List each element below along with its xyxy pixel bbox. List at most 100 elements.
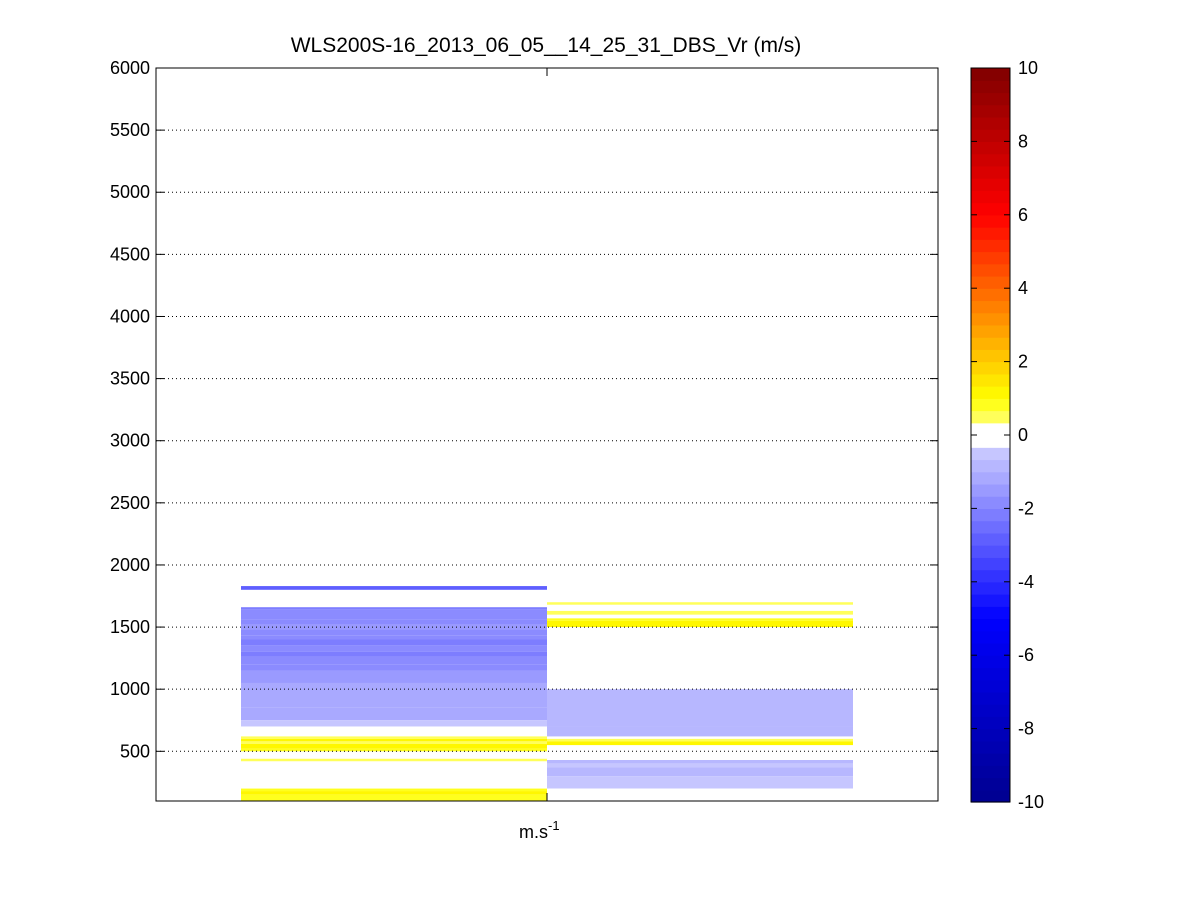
- y-tick-label: 2000: [110, 555, 150, 575]
- colorbar-cell: [971, 263, 1010, 277]
- colorbar-tick-label: -4: [1018, 572, 1034, 592]
- heatmap-band: [547, 610, 853, 615]
- colorbar-cell: [971, 349, 1010, 363]
- heatmap-band: [547, 680, 853, 690]
- heatmap-band: [241, 791, 547, 795]
- y-tick-label: 3000: [110, 431, 150, 451]
- colorbar-cell: [971, 667, 1010, 681]
- colorbar-tick-label: -8: [1018, 719, 1034, 739]
- heatmap-band: [241, 607, 547, 610]
- colorbar-cell: [971, 129, 1010, 142]
- heatmap-band: [241, 788, 547, 792]
- heatmap-band: [547, 602, 853, 605]
- y-tick-label: 500: [120, 741, 150, 761]
- heatmap-band: [241, 741, 547, 744]
- colorbar-cell: [971, 288, 1010, 302]
- heatmap-band: [241, 656, 547, 665]
- colorbar-cell: [971, 496, 1010, 509]
- y-tick-label: 1000: [110, 679, 150, 699]
- colorbar-cells: [971, 68, 1010, 803]
- heatmap-band: [547, 788, 853, 795]
- colorbar-cell: [971, 642, 1010, 656]
- colorbar-cell: [971, 337, 1010, 350]
- heatmap-band: [241, 682, 547, 708]
- colorbar-tick-label: -10: [1018, 792, 1044, 812]
- colorbar-tick-labels: -10 -8 -6 -4 -2 0 2 4 6 8 10: [1018, 58, 1044, 812]
- colorbar-cell: [971, 716, 1010, 730]
- colorbar-cell: [971, 398, 1010, 412]
- y-axis-ticks: [156, 67, 938, 801]
- heatmap-band: [241, 707, 547, 721]
- heatmap-band: [241, 736, 547, 739]
- heatmap-band: [241, 629, 547, 636]
- colorbar-cell: [971, 520, 1010, 534]
- colorbar-cell: [971, 239, 1010, 253]
- colorbar-cell: [971, 655, 1010, 669]
- colorbar-cell: [971, 190, 1010, 204]
- colorbar-cell: [971, 630, 1010, 644]
- heatmap-band: [547, 741, 853, 746]
- heatmap-band: [241, 758, 547, 762]
- heatmap-band: [241, 738, 547, 742]
- colorbar-cell: [971, 753, 1010, 766]
- colorbar-cell: [971, 202, 1010, 216]
- colorbar-cell: [971, 153, 1010, 167]
- plot-area: 500 1000 1500 2000 2500 3000 3500 4000 4500 5000 5…: [110, 58, 939, 802]
- colorbar-cell: [971, 92, 1010, 106]
- colorbar-cell: [971, 447, 1010, 461]
- y-tick-label: 6000: [110, 58, 150, 78]
- colorbar-cell: [971, 214, 1010, 228]
- colorbar-cell: [971, 765, 1010, 779]
- heatmap-band: [241, 645, 547, 652]
- y-tick-label: 1500: [110, 617, 150, 637]
- heatmap-band: [241, 651, 547, 657]
- heatmap-band: [547, 726, 853, 737]
- colorbar-tick-label: 0: [1018, 425, 1028, 445]
- colorbar-cell: [971, 704, 1010, 717]
- colorbar-tick-label: 4: [1018, 278, 1028, 298]
- heatmap-band: [241, 619, 547, 625]
- y-tick-label: 5000: [110, 182, 150, 202]
- colorbar-cell: [971, 373, 1010, 387]
- colorbar-cell: [971, 165, 1010, 179]
- heatmap-band: [547, 753, 853, 758]
- colorbar-cell: [971, 483, 1010, 497]
- heatmap-band: [547, 634, 853, 638]
- heatmap-band: [547, 618, 853, 621]
- heatmap-band: [547, 641, 853, 665]
- heatmap-band: [241, 720, 547, 727]
- colorbar-cell: [971, 618, 1010, 632]
- colorbar-cell: [971, 275, 1010, 289]
- colorbar-ticks: [971, 67, 1010, 803]
- y-tick-label: 3500: [110, 369, 150, 389]
- colorbar-cell: [971, 789, 1010, 803]
- heatmap-band: [241, 624, 547, 630]
- colorbar-tick-label: 2: [1018, 352, 1028, 372]
- y-tick-label: 5500: [110, 120, 150, 140]
- heatmap-band: [241, 586, 547, 590]
- heatmap-band: [547, 760, 853, 764]
- colorbar-tick-label: 6: [1018, 205, 1028, 225]
- heatmap-band: [241, 639, 547, 646]
- colorbar-cell: [971, 740, 1010, 754]
- heatmap-band: [241, 664, 547, 671]
- y-tick-label: 2500: [110, 493, 150, 513]
- chart-title: WLS200S-16_2013_06_05__14_25_31_DBS_Vr (…: [291, 34, 802, 57]
- heatmap-band: [547, 689, 853, 727]
- colorbar-cell: [971, 361, 1010, 375]
- colorbar-cell: [971, 386, 1010, 399]
- x-axis-label: m.s-1: [519, 818, 560, 842]
- heatmap-band: [241, 743, 547, 749]
- colorbar-cell: [971, 728, 1010, 742]
- colorbar-cell: [971, 422, 1010, 436]
- x-axis-label-superscript: -1: [548, 818, 560, 833]
- heatmap-band: [241, 453, 547, 466]
- heatmap-band: [241, 748, 547, 752]
- colorbar-cell: [971, 68, 1010, 81]
- heatmap-band: [547, 776, 853, 789]
- colorbar-cell: [971, 594, 1010, 607]
- colorbar-cell: [971, 410, 1010, 424]
- colorbar-cell: [971, 312, 1010, 326]
- y-tick-label: 4500: [110, 244, 150, 264]
